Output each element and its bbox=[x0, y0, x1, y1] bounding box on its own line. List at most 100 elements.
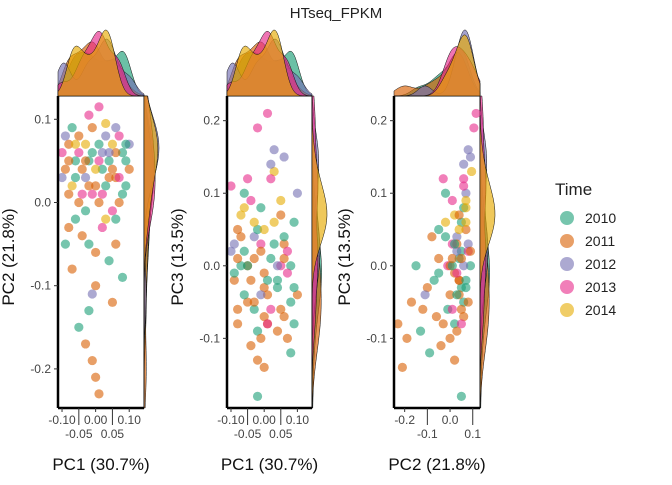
point-2011 bbox=[436, 341, 446, 351]
point-2014 bbox=[249, 217, 259, 227]
point-2014 bbox=[101, 214, 111, 224]
point-2010 bbox=[272, 282, 283, 293]
legend: Time 2010 2011 2012 2013 2014 bbox=[555, 180, 616, 318]
point-2010 bbox=[449, 239, 460, 249]
legend-title: Time bbox=[555, 180, 592, 199]
point-2010 bbox=[434, 224, 444, 235]
point-2010 bbox=[465, 261, 476, 271]
point-2012 bbox=[461, 188, 471, 198]
point-2013 bbox=[97, 189, 107, 199]
y-tick-label: -0.1 bbox=[199, 331, 220, 345]
point-2011 bbox=[256, 246, 266, 256]
point-2013 bbox=[226, 181, 236, 191]
point-2012 bbox=[452, 246, 462, 256]
point-2014 bbox=[70, 139, 81, 149]
legend-label: 2010 bbox=[585, 210, 616, 226]
point-2010 bbox=[80, 206, 91, 216]
point-2011 bbox=[107, 164, 118, 174]
point-2011 bbox=[246, 275, 256, 285]
x-tick-label: 0.1 bbox=[464, 427, 481, 441]
point-2011 bbox=[233, 304, 243, 314]
y-tick-label: 0.1 bbox=[370, 186, 387, 200]
point-2011 bbox=[272, 326, 283, 336]
point-2010 bbox=[272, 275, 283, 285]
point-2010 bbox=[70, 214, 81, 224]
point-2010 bbox=[456, 391, 466, 401]
point-2012 bbox=[80, 172, 91, 183]
point-2013 bbox=[256, 239, 266, 249]
panel-1: 0.1 0.0 -0.1 -0.2 -0.10-0.050.000.050.10 PC1 … bbox=[0, 29, 160, 474]
point-2011 bbox=[91, 281, 101, 291]
point-2010 bbox=[289, 319, 299, 329]
point-2011 bbox=[74, 197, 84, 208]
point-2010 bbox=[104, 156, 114, 166]
point-2011 bbox=[279, 311, 289, 322]
point-2010 bbox=[425, 348, 435, 358]
point-2011 bbox=[259, 268, 269, 278]
point-2011 bbox=[454, 210, 464, 220]
point-2014 bbox=[269, 166, 279, 177]
point-2011 bbox=[279, 239, 289, 249]
point-2011 bbox=[447, 253, 457, 264]
point-2010 bbox=[70, 156, 81, 166]
point-2010 bbox=[97, 164, 107, 174]
point-2011 bbox=[422, 282, 432, 293]
point-2010 bbox=[449, 319, 460, 329]
y-axis-label: PC3 (13.5%) bbox=[335, 208, 354, 305]
point-2010 bbox=[117, 147, 128, 158]
legend-label: 2012 bbox=[585, 256, 616, 272]
point-2011 bbox=[80, 156, 91, 166]
point-2010 bbox=[236, 261, 246, 271]
point-2012 bbox=[463, 145, 473, 155]
point-2013 bbox=[74, 147, 84, 158]
y-axis-label: PC3 (13.5%) bbox=[168, 208, 187, 305]
point-2010 bbox=[249, 304, 259, 314]
point-2011 bbox=[84, 181, 94, 191]
point-2014 bbox=[461, 217, 471, 227]
point-2011 bbox=[427, 232, 437, 242]
point-2011 bbox=[233, 253, 243, 264]
point-2010 bbox=[252, 326, 263, 336]
x-tick-label: 0.00 bbox=[253, 413, 277, 427]
point-2011 bbox=[246, 341, 256, 351]
point-2011 bbox=[463, 297, 473, 307]
point-2013 bbox=[94, 156, 104, 166]
point-2012 bbox=[256, 290, 266, 300]
point-2011 bbox=[449, 355, 460, 365]
point-2011 bbox=[114, 197, 124, 208]
point-2011 bbox=[252, 355, 263, 365]
point-2010 bbox=[242, 261, 253, 271]
panels: 0.10.0-0.1-0.2-0.10-0.050.000.050.10PC1 … bbox=[0, 29, 496, 474]
point-2011 bbox=[438, 319, 448, 329]
point-2014 bbox=[269, 217, 279, 227]
point-2011 bbox=[459, 311, 469, 322]
right-density-2014 bbox=[143, 95, 159, 408]
point-2011 bbox=[91, 372, 101, 382]
point-2012 bbox=[452, 232, 462, 242]
point-2011 bbox=[259, 282, 269, 293]
point-2011 bbox=[259, 362, 269, 372]
chart-title: HTseq_FPKM bbox=[290, 5, 383, 22]
point-2012 bbox=[60, 131, 70, 141]
point-2011 bbox=[91, 247, 101, 258]
point-2013 bbox=[84, 110, 94, 120]
legend-item-2010: 2010 bbox=[560, 210, 616, 226]
point-2011 bbox=[87, 355, 97, 366]
legend-item-2013: 2013 bbox=[560, 279, 616, 295]
y-tick-label: 0.0 bbox=[370, 259, 387, 273]
x-tick-label: 0.0 bbox=[442, 413, 459, 427]
point-2014 bbox=[80, 139, 91, 149]
point-2011 bbox=[60, 164, 70, 174]
point-2011 bbox=[77, 231, 87, 241]
point-2011 bbox=[262, 290, 273, 300]
point-2012 bbox=[465, 152, 476, 162]
x-tick-label: -0.05 bbox=[234, 427, 262, 441]
point-2011 bbox=[256, 333, 266, 343]
point-2010 bbox=[74, 322, 84, 332]
point-2011 bbox=[259, 311, 269, 322]
legend-label: 2014 bbox=[585, 302, 616, 318]
point-2014 bbox=[276, 195, 286, 206]
x-tick-label: 0.10 bbox=[286, 413, 310, 427]
point-2011 bbox=[64, 222, 74, 233]
